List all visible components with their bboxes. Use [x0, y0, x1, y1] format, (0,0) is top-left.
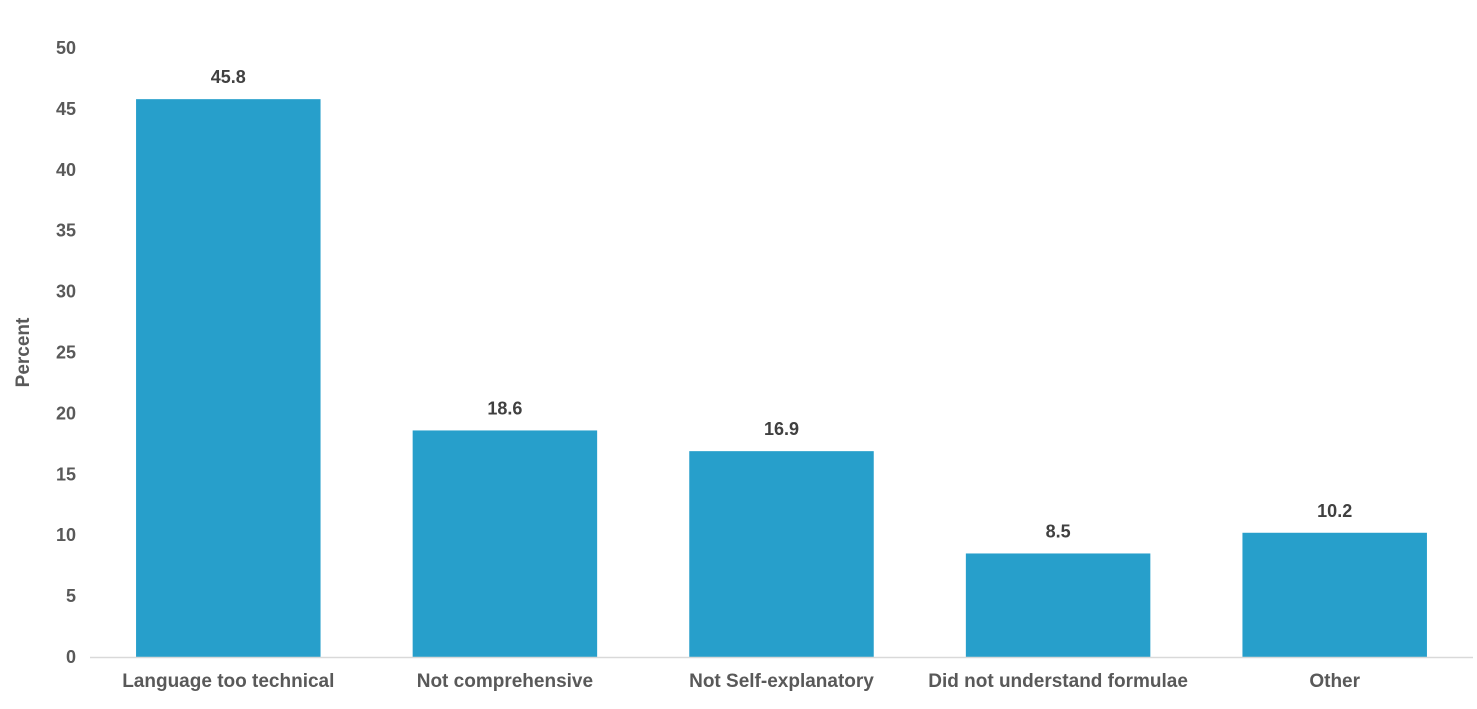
data-label: 45.8: [211, 67, 246, 87]
data-label: 10.2: [1317, 501, 1352, 521]
data-labels: 45.8 18.6 16.9 8.5 10.2: [211, 67, 1352, 541]
bar: [412, 430, 598, 657]
bar: [136, 99, 321, 657]
x-category-label: Did not understand formulae: [928, 671, 1188, 692]
y-tick-label: 25: [56, 343, 76, 363]
data-label: 16.9: [764, 419, 799, 439]
y-tick-label: 30: [56, 282, 76, 302]
x-category-label: Language too technical: [122, 671, 334, 692]
bar: [689, 451, 874, 657]
y-tick-label: 40: [56, 160, 76, 180]
y-axis-ticks: 0 5 10 15 20 25 30 35 40 45 50: [56, 38, 76, 667]
y-axis-title: Percent: [13, 317, 34, 387]
data-label: 18.6: [487, 398, 522, 418]
y-tick-label: 0: [66, 647, 76, 667]
x-category-label: Not Self-explanatory: [689, 671, 874, 692]
y-tick-label: 50: [56, 38, 76, 58]
y-tick-label: 20: [56, 403, 76, 423]
bar: [965, 553, 1151, 657]
y-tick-label: 15: [56, 464, 76, 484]
y-tick-label: 35: [56, 221, 76, 241]
x-category-label: Not comprehensive: [417, 671, 593, 692]
x-axis-category-labels: Language too technical Not comprehensive N…: [122, 671, 1360, 692]
data-label: 8.5: [1046, 521, 1071, 541]
y-tick-label: 10: [56, 525, 76, 545]
bar: [1242, 532, 1427, 657]
y-tick-label: 45: [56, 99, 76, 119]
y-tick-label: 5: [66, 586, 76, 606]
bars: [136, 99, 1427, 657]
x-category-label: Other: [1309, 671, 1360, 692]
